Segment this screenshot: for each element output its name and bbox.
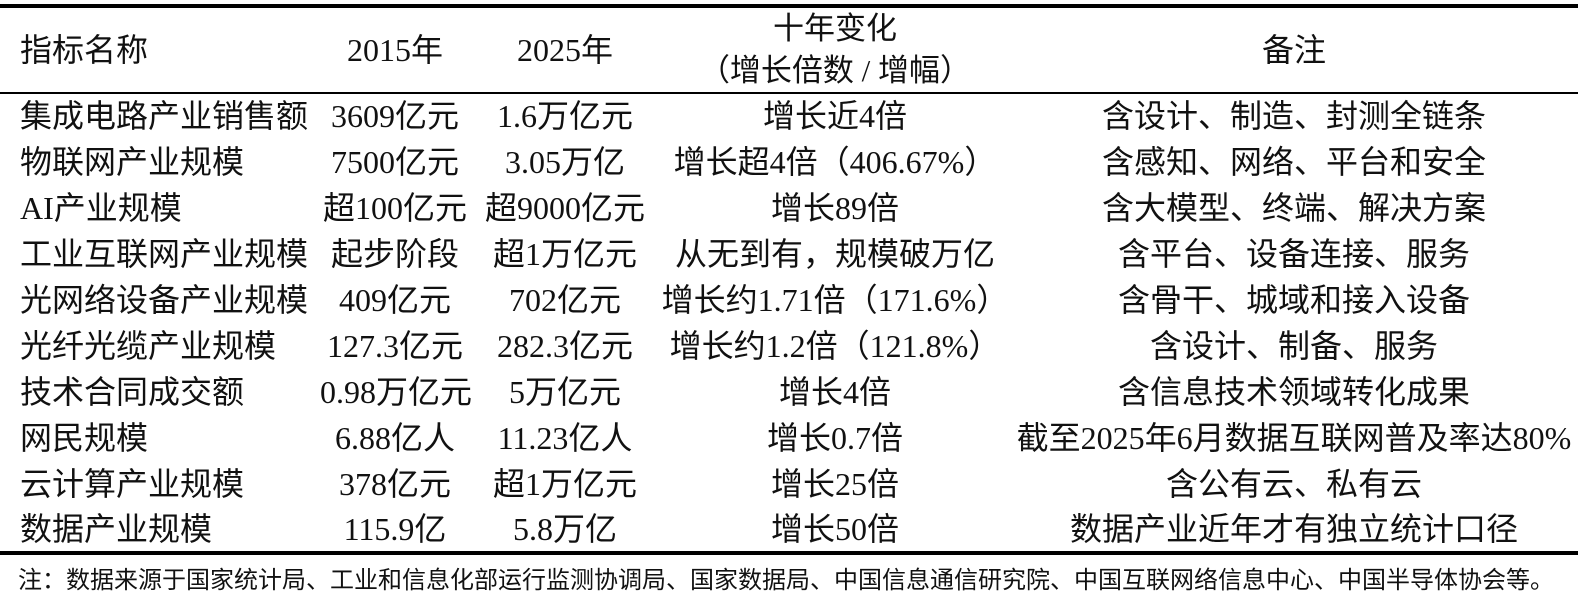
table-row: 光网络设备产业规模 409亿元 702亿元 增长约1.71倍（171.6%） 含骨干、城…: [0, 277, 1578, 323]
cell-indicator: 集成电路产业销售额: [20, 98, 309, 135]
cell-remark: 含平台、设备连接、服务: [1117, 235, 1470, 272]
cell-y2025: 1.6万亿元: [496, 98, 633, 135]
cell-remark: 含骨干、城域和接入设备: [1117, 281, 1470, 318]
cell-remark: 含设计、制备、服务: [1149, 327, 1438, 364]
cell-change: 增长约1.2倍（121.8%）: [669, 327, 1001, 364]
cell-remark: 含公有云、私有云: [1165, 465, 1422, 502]
cell-y2015: 115.9亿: [343, 510, 447, 547]
cell-remark: 截至2025年6月数据互联网普及率达80%: [1016, 419, 1572, 456]
table-body: 集成电路产业销售额 3609亿元 1.6万亿元 增长近4倍 含设计、制造、封测全链条物联…: [0, 93, 1578, 553]
header-remark: 备注: [1261, 31, 1326, 68]
cell-change: 增长25倍: [770, 465, 899, 502]
cell-y2025: 超1万亿元: [492, 465, 637, 502]
cell-indicator: 物联网产业规模: [20, 143, 245, 180]
cell-y2025: 702亿元: [508, 281, 621, 318]
cell-indicator: 技术合同成交额: [20, 373, 245, 410]
cell-y2025: 超9000亿元: [484, 189, 645, 226]
header-indicator: 指标名称: [20, 31, 149, 68]
cell-change: 增长50倍: [770, 510, 899, 547]
cell-y2025: 超1万亿元: [492, 235, 637, 272]
cell-remark: 含设计、制造、封测全链条: [1101, 98, 1486, 135]
cell-y2025: 3.05万亿: [504, 143, 625, 180]
table-row: 云计算产业规模 378亿元 超1万亿元 增长25倍 含公有云、私有云: [0, 461, 1578, 507]
table-row: 网民规模 6.88亿人 11.23亿人 增长0.7倍 截至2025年6月数据互联网普及率…: [0, 415, 1578, 461]
cell-y2015: 7500亿元: [330, 143, 459, 180]
cell-change: 从无到有，规模破万亿: [674, 235, 995, 272]
cell-indicator: 网民规模: [20, 419, 149, 456]
cell-y2025: 5万亿元: [508, 373, 621, 410]
cell-indicator: 光网络设备产业规模: [20, 281, 309, 318]
cell-indicator: 云计算产业规模: [20, 465, 245, 502]
header-ten-year-change: 十年变化 （增长倍数 / 增幅）: [698, 11, 972, 88]
cell-change: 增长0.7倍: [766, 419, 903, 456]
header-2025: 2025年: [516, 31, 613, 68]
table-row: 集成电路产业销售额 3609亿元 1.6万亿元 增长近4倍 含设计、制造、封测全链条: [0, 93, 1578, 139]
cell-remark: 含大模型、终端、解决方案: [1101, 189, 1486, 226]
cell-change: 增长近4倍: [762, 98, 907, 135]
cell-remark: 含感知、网络、平台和安全: [1101, 143, 1486, 180]
cell-change: 增长超4倍（406.67%）: [673, 143, 997, 180]
header-row: 指标名称 2015年 2025年 十年变化 （增长倍数 / 增幅） 备注: [0, 6, 1578, 93]
cell-y2015: 127.3亿元: [326, 327, 463, 364]
cell-y2015: 起步阶段: [330, 235, 459, 272]
cell-change: 增长89倍: [770, 189, 899, 226]
cell-remark: 数据产业近年才有独立统计口径: [1069, 510, 1518, 547]
indicator-comparison-table: 指标名称 2015年 2025年 十年变化 （增长倍数 / 增幅） 备注 集成电…: [0, 4, 1578, 555]
cell-y2025: 5.8万亿: [512, 510, 617, 547]
cell-y2015: 378亿元: [338, 465, 451, 502]
cell-y2015: 0.98万亿元: [320, 373, 473, 410]
cell-y2025: 11.23亿人: [497, 419, 633, 456]
cell-y2015: 409亿元: [338, 281, 451, 318]
cell-change: 增长约1.71倍（171.6%）: [661, 281, 1009, 318]
table-row: AI产业规模 超100亿元 超9000亿元 增长89倍 含大模型、终端、解决方案: [0, 185, 1578, 231]
cell-y2015: 6.88亿人: [334, 419, 455, 456]
cell-y2025: 282.3亿元: [496, 327, 633, 364]
cell-remark: 含信息技术领域转化成果: [1117, 373, 1470, 410]
table-row: 技术合同成交额 0.98万亿元 5万亿元 增长4倍 含信息技术领域转化成果: [0, 369, 1578, 415]
source-footnote: 注：数据来源于国家统计局、工业和信息化部运行监测协调局、国家数据局、中国信息通信…: [18, 567, 1554, 594]
cell-indicator: 光纤光缆产业规模: [20, 327, 277, 364]
table-row: 物联网产业规模 7500亿元 3.05万亿 增长超4倍（406.67%） 含感知、网络、…: [0, 139, 1578, 185]
cell-indicator: AI产业规模: [20, 189, 182, 226]
cell-indicator: 数据产业规模: [20, 510, 213, 547]
cell-y2015: 超100亿元: [322, 189, 467, 226]
cell-y2015: 3609亿元: [330, 98, 459, 135]
table-row: 光纤光缆产业规模 127.3亿元 282.3亿元 增长约1.2倍（121.8%） 含设计…: [0, 323, 1578, 369]
table-header: 指标名称 2015年 2025年 十年变化 （增长倍数 / 增幅） 备注: [0, 6, 1578, 93]
header-2015: 2015年: [346, 31, 443, 68]
table-row: 数据产业规模 115.9亿 5.8万亿 增长50倍 数据产业近年才有独立统计口径: [0, 507, 1578, 553]
cell-indicator: 工业互联网产业规模: [20, 235, 309, 272]
cell-change: 增长4倍: [778, 373, 891, 410]
table-row: 工业互联网产业规模 起步阶段 超1万亿元 从无到有，规模破万亿 含平台、设备连接、服务: [0, 231, 1578, 277]
